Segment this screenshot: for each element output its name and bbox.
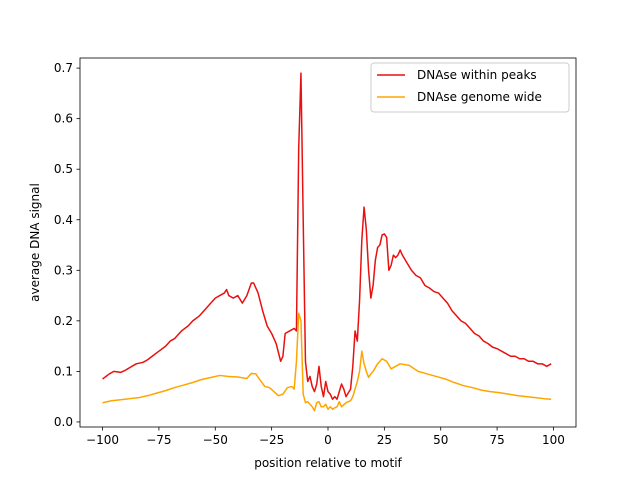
- y-tick-label: 0.7: [54, 61, 73, 75]
- y-tick-label: 0.4: [54, 213, 73, 227]
- legend-label-2: DNAse genome wide: [417, 90, 542, 104]
- legend-box: [370, 62, 570, 113]
- x-axis-label: position relative to motif: [254, 456, 402, 470]
- x-tick-label: 25: [377, 433, 392, 447]
- series-line-1: [102, 72, 552, 400]
- y-tick-label: 0.3: [54, 263, 73, 277]
- y-tick-label: 0.6: [54, 112, 73, 126]
- x-tick-label: −100: [86, 433, 119, 447]
- x-tick-label: 0: [324, 433, 332, 447]
- legend-label-1: DNAse within peaks: [417, 68, 537, 82]
- x-tick-label: −75: [146, 433, 171, 447]
- x-tick-label: −50: [203, 433, 228, 447]
- x-tick-label: 100: [542, 433, 565, 447]
- x-tick-label: 75: [489, 433, 504, 447]
- y-tick-label: 0.5: [54, 162, 73, 176]
- series-line-2: [102, 312, 552, 412]
- y-tick-label: 0.1: [54, 364, 73, 378]
- y-tick-label: 0.0: [54, 415, 73, 429]
- x-tick-label: −25: [259, 433, 284, 447]
- x-tick-label: 50: [433, 433, 448, 447]
- y-tick-label: 0.2: [54, 314, 73, 328]
- y-axis-label: average DNA signal: [28, 183, 42, 302]
